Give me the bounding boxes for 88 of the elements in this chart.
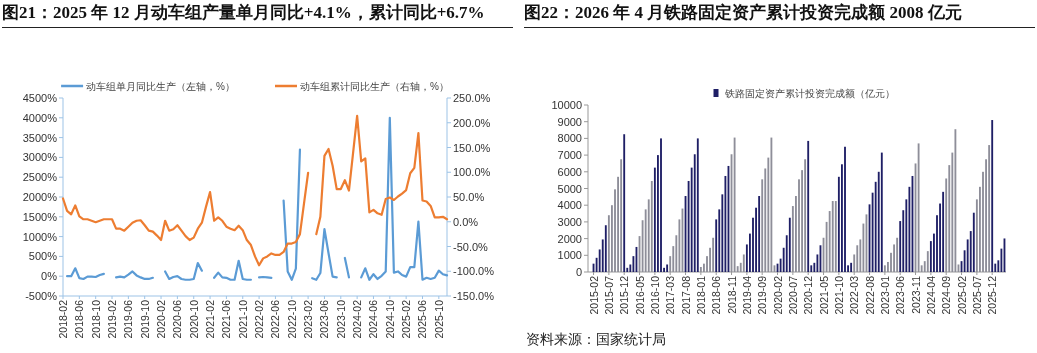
y-tick-label: 1500% bbox=[22, 210, 58, 223]
x-tick-label: 2020-07 bbox=[786, 275, 799, 315]
y-tick-label: 2000% bbox=[22, 191, 58, 203]
chart-title: 图22：2026 年 4 月铁路固定资产累计投资完成额 2008 亿元 bbox=[524, 1, 1035, 28]
x-tick-label: 2020-12 bbox=[802, 275, 815, 315]
x-tick-label: 2022-06 bbox=[269, 299, 282, 339]
x-tick-label: 2024-09 bbox=[940, 275, 953, 315]
y-tick-label: 5000 bbox=[557, 182, 582, 195]
x-tick-label: 2021-10 bbox=[236, 299, 249, 339]
text: 资料来源：国家统计局 bbox=[526, 332, 666, 347]
y-tick-label: 2000 bbox=[557, 232, 582, 245]
y-tick-label: 7000 bbox=[557, 149, 582, 162]
y-tick-label: 3000% bbox=[22, 151, 58, 164]
x-tick-label: 2018-02 bbox=[57, 299, 69, 339]
legend-label: 铁路固定资产累计投资完成额（亿元） bbox=[723, 88, 895, 99]
x-tick-label: 2017-03 bbox=[664, 275, 677, 315]
y-tick-label: 1000% bbox=[22, 230, 58, 243]
x-tick-label: 2018-06 bbox=[710, 275, 723, 315]
y-tick-label: 10000 bbox=[551, 99, 582, 111]
x-tick-label: 2025-06 bbox=[416, 299, 429, 339]
y-tick-label: 9000 bbox=[557, 115, 582, 128]
x-tick-label: 2019-04 bbox=[740, 275, 753, 315]
y-tick-label: 4000% bbox=[22, 111, 58, 124]
y2-tick-label: -100.0% bbox=[453, 265, 495, 278]
x-tick-label: 2020-02 bbox=[771, 275, 784, 315]
y2-tick-label: 150.0% bbox=[453, 141, 491, 154]
y-tick-label: 500% bbox=[28, 250, 58, 263]
y2-tick-label: -50.0% bbox=[453, 240, 489, 253]
y2-tick-label: 250.0% bbox=[453, 92, 491, 104]
x-tick-label: 2020-06 bbox=[171, 299, 184, 339]
x-tick-label: 2023-11 bbox=[909, 275, 922, 314]
x-tick-label: 2022-03 bbox=[848, 275, 861, 315]
y-tick-label: 2500% bbox=[22, 171, 58, 184]
x-tick-label: 2016-05 bbox=[633, 275, 646, 315]
x-tick-label: 2023-01 bbox=[878, 275, 891, 315]
legend-label: 动车组累计同比生产（右轴，%） bbox=[300, 81, 449, 92]
y-tick-label: 6000 bbox=[557, 165, 582, 178]
x-tick-label: 2019-06 bbox=[122, 299, 135, 339]
x-tick-label: 2019-10 bbox=[138, 299, 151, 339]
x-tick-label: 2024-06 bbox=[367, 299, 380, 339]
x-tick-label: 2020-10 bbox=[187, 299, 200, 339]
x-tick-label: 2024-10 bbox=[383, 299, 396, 339]
y-tick-label: 3000 bbox=[557, 215, 582, 228]
x-tick-label: 2023-02 bbox=[302, 299, 315, 339]
y-tick-label: 4000 bbox=[557, 199, 582, 212]
x-tick-label: 2021-06 bbox=[220, 299, 233, 339]
x-tick-label: 2022-08 bbox=[863, 275, 876, 315]
x-tick-label: 2019-02 bbox=[106, 299, 119, 339]
legend-label: 动车组单月同比生产（左轴，%） bbox=[86, 81, 235, 92]
x-tick-label: 2015-02 bbox=[587, 275, 600, 315]
x-tick-label: 2018-11 bbox=[725, 275, 738, 314]
x-tick-label: 2018-10 bbox=[89, 299, 102, 339]
x-tick-label: 2017-08 bbox=[679, 275, 692, 315]
x-tick-label: 2025-10 bbox=[432, 299, 445, 339]
y2-tick-label: -150.0% bbox=[453, 290, 495, 302]
y2-tick-label: 0.0% bbox=[453, 215, 479, 228]
y-tick-label: 8000 bbox=[557, 132, 582, 145]
x-tick-label: 2024-02 bbox=[351, 299, 364, 339]
x-tick-label: 2022-10 bbox=[285, 299, 298, 339]
y-tick-label: 3500% bbox=[22, 131, 58, 144]
x-tick-label: 2021-10 bbox=[832, 275, 845, 315]
y2-tick-label: 200.0% bbox=[453, 116, 491, 129]
x-tick-label: 2018-06 bbox=[73, 299, 86, 339]
y-tick-label: 0% bbox=[41, 270, 58, 283]
x-tick-label: 2016-10 bbox=[648, 275, 661, 315]
x-tick-label: 2015-07 bbox=[602, 275, 615, 315]
x-tick-label: 2025-02 bbox=[955, 275, 968, 315]
y2-tick-label: 100.0% bbox=[453, 166, 491, 179]
x-tick-label: 2018-01 bbox=[694, 275, 707, 315]
x-tick-label: 2025-02 bbox=[400, 299, 413, 339]
x-tick-label: 2021-05 bbox=[817, 275, 830, 315]
x-tick-label: 2019-09 bbox=[756, 275, 769, 315]
y-tick-label: 1000 bbox=[557, 249, 582, 262]
chart-title: 图21：2025 年 12 月动车组产量单月同比+4.1%，累计同比+6.7% bbox=[2, 1, 513, 28]
x-tick-label: 2023-06 bbox=[894, 275, 907, 315]
x-tick-label: 2023-10 bbox=[334, 299, 347, 339]
x-tick-label: 2025-12 bbox=[986, 275, 999, 315]
y-tick-label: -500% bbox=[25, 290, 58, 302]
x-tick-label: 2015-12 bbox=[618, 275, 631, 315]
x-tick-label: 2025-07 bbox=[970, 275, 983, 315]
x-tick-label: 2023-06 bbox=[318, 299, 331, 339]
x-tick-label: 2022-02 bbox=[253, 299, 266, 339]
x-tick-label: 2020-02 bbox=[155, 299, 168, 339]
x-tick-label: 2024-04 bbox=[924, 275, 937, 315]
y2-tick-label: 50.0% bbox=[453, 191, 485, 203]
y-tick-label: 0 bbox=[575, 266, 582, 278]
x-tick-label: 2021-02 bbox=[204, 299, 217, 339]
y-tick-label: 4500% bbox=[22, 92, 58, 104]
